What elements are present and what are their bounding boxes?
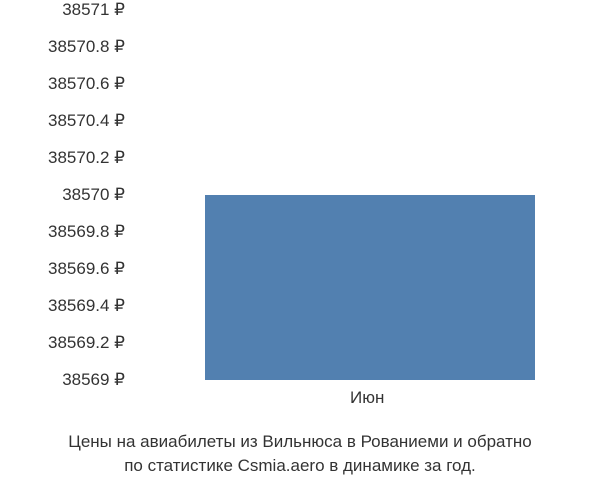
y-tick-label: 38570.4 ₽: [0, 111, 125, 131]
y-tick-label: 38569.6 ₽: [0, 259, 125, 279]
y-axis: 38571 ₽38570.8 ₽38570.6 ₽38570.4 ₽38570.…: [0, 10, 125, 380]
bar: [205, 195, 535, 380]
y-tick-label: 38569.2 ₽: [0, 333, 125, 353]
chart-container: 38571 ₽ 38570.8 ₽ 38570.6 ₽ 38570.4 ₽ 38570.…: [0, 0, 600, 420]
plot-area: Июн: [130, 10, 590, 380]
y-tick-label: 38570.2 ₽: [0, 148, 125, 168]
y-tick-label: 38571 ₽: [0, 0, 125, 20]
y-tick-label: 38569 ₽: [0, 370, 125, 390]
y-tick-label: 38569.4 ₽: [0, 296, 125, 316]
y-tick-label: 38570 ₽: [0, 185, 125, 205]
y-tick-label: 38569.8 ₽: [0, 222, 125, 242]
caption-line-1: Цены на авиабилеты из Вильнюса в Рование…: [20, 430, 580, 454]
caption-line-2: по статистике Csmia.aero в динамике за г…: [20, 454, 580, 478]
x-tick-label: Июн: [350, 388, 384, 408]
y-tick-label: 38570.6 ₽: [0, 74, 125, 94]
y-tick-label: 38570.8 ₽: [0, 37, 125, 57]
chart-caption: Цены на авиабилеты из Вильнюса в Рование…: [0, 430, 600, 478]
